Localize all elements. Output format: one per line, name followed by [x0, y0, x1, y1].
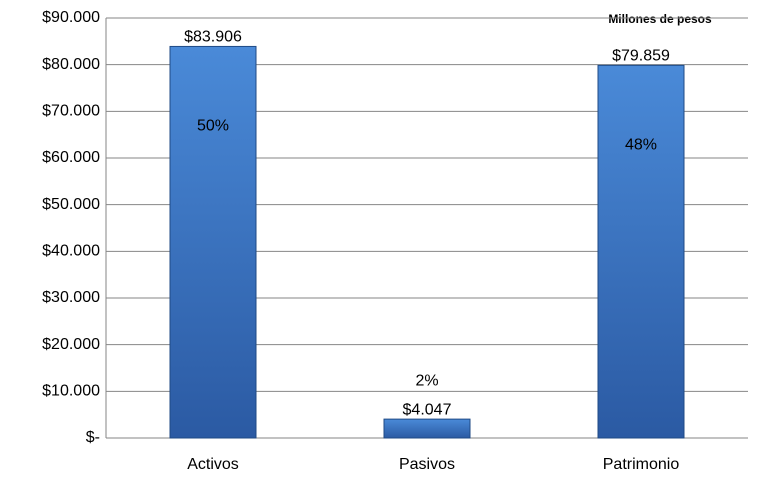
value-label: $4.047: [403, 401, 452, 418]
y-tick-label: $-: [86, 429, 100, 446]
y-tick-label: $70.000: [42, 103, 100, 120]
y-tick-label: $40.000: [42, 243, 100, 260]
x-tick-label: Activos: [187, 456, 239, 473]
y-tick-label: $50.000: [42, 196, 100, 213]
y-tick-label: $60.000: [42, 149, 100, 166]
y-tick-label: $80.000: [42, 56, 100, 73]
y-tick-label: $30.000: [42, 289, 100, 306]
annotation: Millones de pesos: [608, 12, 712, 26]
share-label: 2%: [415, 372, 438, 389]
share-label: 50%: [197, 118, 229, 135]
x-tick-label: Pasivos: [399, 456, 455, 473]
bar: [597, 64, 685, 439]
value-label: $79.859: [612, 48, 670, 65]
value-label: $83.906: [184, 29, 242, 46]
x-tick-label: Patrimonio: [603, 456, 680, 473]
y-tick-label: $90.000: [42, 9, 100, 26]
bar: [169, 45, 257, 439]
bar: [383, 418, 471, 439]
y-tick-label: $10.000: [42, 383, 100, 400]
share-label: 48%: [625, 137, 657, 154]
y-tick-label: $20.000: [42, 336, 100, 353]
